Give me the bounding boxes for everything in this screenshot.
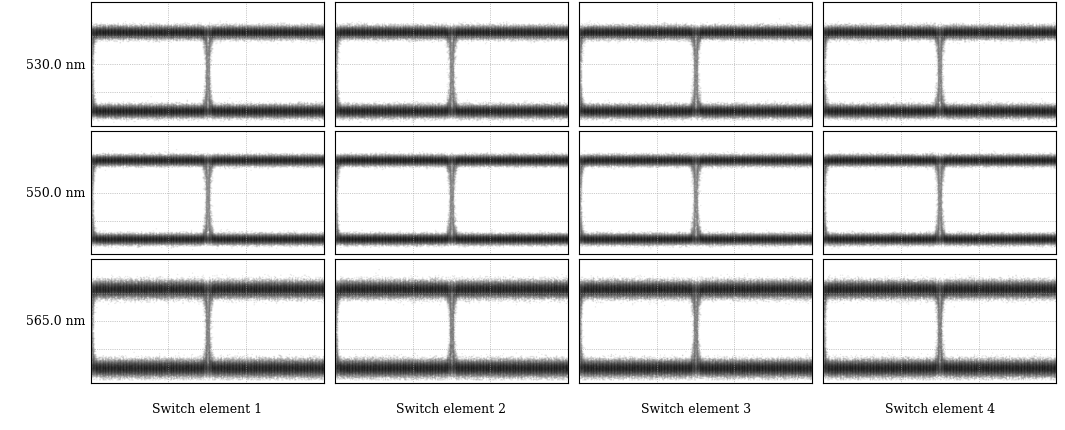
Text: 530.0 nm: 530.0 nm [26, 58, 85, 71]
Text: 565.0 nm: 565.0 nm [26, 315, 85, 328]
Text: Switch element 2: Switch element 2 [396, 402, 507, 415]
Text: Switch element 1: Switch element 1 [152, 402, 262, 415]
Text: 550.0 nm: 550.0 nm [26, 187, 85, 200]
Text: Switch element 3: Switch element 3 [640, 402, 751, 415]
Text: Switch element 4: Switch element 4 [885, 402, 995, 415]
